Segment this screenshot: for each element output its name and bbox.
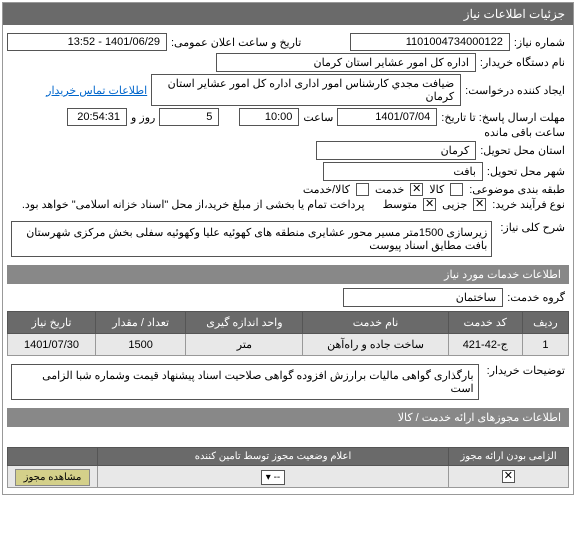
city-label: شهر محل تحویل:	[483, 165, 569, 178]
req-num-label: شماره نیاز:	[510, 36, 569, 49]
cat-goods-label: کالا	[425, 183, 448, 196]
cb-partial[interactable]	[473, 198, 486, 211]
th-unit: واحد اندازه گیری	[186, 312, 303, 334]
permits-row: -- ▾ مشاهده مجوز	[8, 466, 569, 488]
table-row: 1 ج-42-421 ساخت جاده و راه‌آهن متر 1500 …	[8, 334, 569, 356]
td-qty: 1500	[95, 334, 185, 356]
days-field: 5	[159, 108, 219, 126]
cb-goods[interactable]	[450, 183, 463, 196]
process-label: نوع فرآیند خرید:	[488, 198, 569, 211]
buyer-notes-label: توضیحات خریدار:	[483, 360, 569, 377]
buyer-org-label: نام دستگاه خریدار:	[476, 56, 569, 69]
td-name: ساخت جاده و راه‌آهن	[303, 334, 448, 356]
services-section-header: اطلاعات خدمات مورد نیاز	[7, 265, 569, 284]
status-select[interactable]: -- ▾	[261, 470, 285, 485]
proc-note: پرداخت تمام یا بخشی از مبلغ خرید،از محل …	[18, 198, 369, 211]
days-label: روز و	[127, 111, 159, 124]
remaining-label: ساعت باقی مانده	[480, 126, 569, 139]
th-idx: ردیف	[522, 312, 568, 334]
req-num-field: 1101004734000122	[350, 33, 510, 51]
cb-service[interactable]	[410, 183, 423, 196]
td-idx: 1	[522, 334, 568, 356]
pth-action	[8, 448, 98, 466]
th-date: تاریخ نیاز	[8, 312, 96, 334]
cat-service-label: خدمت	[371, 183, 408, 196]
permits-section-header: اطلاعات مجوزهای ارائه خدمت / کالا	[7, 408, 569, 427]
view-permit-button[interactable]: مشاهده مجوز	[15, 469, 91, 486]
main-panel: جزئیات اطلاعات نیاز شماره نیاز: 11010047…	[2, 2, 574, 495]
cb-both[interactable]	[356, 183, 369, 196]
cb-required[interactable]	[502, 470, 515, 483]
deadline-time-field: 10:00	[239, 108, 299, 126]
cat-both-label: کالا/خدمت	[299, 183, 354, 196]
pth-required: الزامی بودن ارائه مجوز	[449, 448, 569, 466]
ptd-required	[449, 466, 569, 488]
deadline-label: مهلت ارسال پاسخ: تا تاریخ:	[437, 111, 569, 124]
remaining-field: 20:54:31	[67, 108, 127, 126]
form-area: شماره نیاز: 1101004734000122 تاریخ و ساع…	[3, 25, 573, 494]
deadline-date-field: 1401/07/04	[337, 108, 437, 126]
group-field: ساختمان	[343, 288, 503, 307]
buyer-org-field: اداره کل امور عشایر استان کرمان	[216, 53, 476, 72]
cb-medium[interactable]	[423, 198, 436, 211]
ann-date-field: 1401/06/29 - 13:52	[7, 33, 167, 51]
pth-status: اعلام وضعیت مجوز توسط تامین کننده	[98, 448, 449, 466]
td-unit: متر	[186, 334, 303, 356]
ann-date-label: تاریخ و ساعت اعلان عمومی:	[167, 36, 305, 49]
proc-medium-label: متوسط	[379, 198, 422, 211]
group-label: گروه خدمت:	[503, 291, 569, 304]
creator-label: ایجاد کننده درخواست:	[461, 84, 569, 97]
contact-link[interactable]: اطلاعات تماس خریدار	[42, 84, 151, 97]
city-field: بافت	[323, 162, 483, 181]
time-label-1: ساعت	[299, 111, 337, 124]
ptd-action: مشاهده مجوز	[8, 466, 98, 488]
panel-title: جزئیات اطلاعات نیاز	[3, 3, 573, 25]
th-name: نام خدمت	[303, 312, 448, 334]
services-table: ردیف کد خدمت نام خدمت واحد اندازه گیری ت…	[7, 311, 569, 356]
th-code: کد خدمت	[448, 312, 522, 334]
desc-label: شرح کلی نیاز:	[496, 217, 569, 234]
td-code: ج-42-421	[448, 334, 522, 356]
province-field: کرمان	[316, 141, 476, 160]
buyer-notes-text: بارگذاری گواهی مالیات برارزش افزوده گواه…	[11, 364, 479, 400]
td-date: 1401/07/30	[8, 334, 96, 356]
province-label: استان محل تحویل:	[476, 144, 569, 157]
creator-field: ضیافت مجدي کارشناس امور اداری اداره کل ا…	[151, 74, 461, 106]
category-label: طبقه بندی موضوعی:	[465, 183, 569, 196]
desc-text: زیرسازی 1500متر مسیر محور عشایری منطقه ه…	[11, 221, 492, 257]
th-qty: تعداد / مقدار	[95, 312, 185, 334]
proc-partial-label: جزیی	[438, 198, 471, 211]
ptd-status: -- ▾	[98, 466, 449, 488]
permits-table: الزامی بودن ارائه مجوز اعلام وضعیت مجوز …	[7, 447, 569, 488]
